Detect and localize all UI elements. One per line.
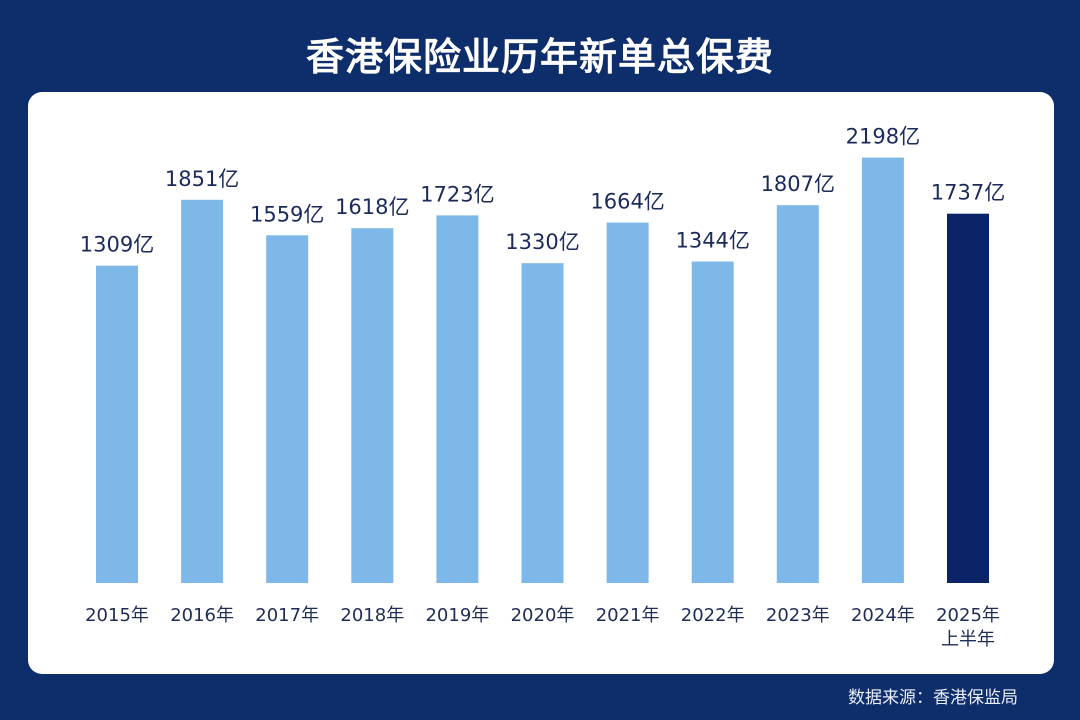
chart-title: 香港保险业历年新单总保费 xyxy=(305,35,774,79)
value-label-5: 1330亿 xyxy=(505,230,579,254)
category-label-3: 2018年 xyxy=(340,605,404,626)
category-label-5: 2020年 xyxy=(511,605,575,626)
bar-5 xyxy=(521,263,564,583)
value-label-7: 1344亿 xyxy=(675,229,749,253)
category-label-6: 2021年 xyxy=(596,605,660,626)
value-label-4: 1723亿 xyxy=(420,182,494,206)
value-label-10: 1737亿 xyxy=(931,181,1005,205)
bar-4 xyxy=(436,215,479,583)
value-label-0: 1309亿 xyxy=(80,233,154,257)
category-label-0: 2015年 xyxy=(85,605,149,626)
bar-7 xyxy=(691,261,734,583)
category-label-10-line-1: 上半年 xyxy=(941,629,995,650)
bar-10 xyxy=(947,213,989,583)
data-source-note: 数据来源：香港保监局 xyxy=(848,688,1018,708)
bar-8 xyxy=(776,205,819,583)
bar-3 xyxy=(351,228,394,583)
value-label-2: 1559亿 xyxy=(250,202,324,226)
bar-2 xyxy=(266,235,309,584)
value-label-9: 2198亿 xyxy=(846,125,920,149)
bar-1 xyxy=(181,199,224,584)
bar-9 xyxy=(861,157,904,583)
chart-panel: 1309亿 2015年 1851亿 2016年 1559亿 2017年 1618亿 2018年… xyxy=(28,92,1054,674)
bar-chart: 1309亿 2015年 1851亿 2016年 1559亿 2017年 1618亿 2018年… xyxy=(80,125,1005,650)
bar-6 xyxy=(606,222,649,583)
value-label-1: 1851亿 xyxy=(165,167,239,191)
category-label-4: 2019年 xyxy=(425,605,489,626)
category-label-1: 2016年 xyxy=(170,605,234,626)
category-label-9: 2024年 xyxy=(851,605,915,626)
value-label-6: 1664亿 xyxy=(590,190,664,214)
category-label-2: 2017年 xyxy=(255,605,319,626)
bar-0 xyxy=(96,265,138,583)
category-label-10-line-0: 2025年 xyxy=(936,605,1000,626)
category-label-8: 2023年 xyxy=(766,605,830,626)
value-label-8: 1807亿 xyxy=(761,172,835,196)
category-label-7: 2022年 xyxy=(681,605,745,626)
value-label-3: 1618亿 xyxy=(335,195,409,219)
